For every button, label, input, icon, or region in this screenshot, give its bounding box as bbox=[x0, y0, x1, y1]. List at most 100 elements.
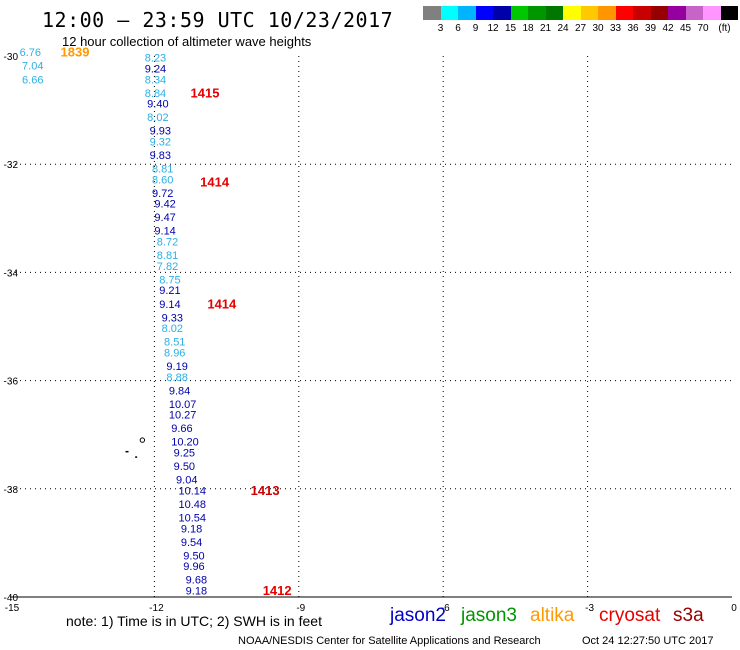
y-tick-label: -38 bbox=[4, 485, 19, 496]
wave-height-value: 8.23 bbox=[145, 53, 166, 65]
wave-height-value: 9.68 bbox=[186, 575, 207, 587]
wave-height-value: 8.51 bbox=[164, 337, 185, 349]
wave-height-value: 9.14 bbox=[159, 299, 180, 311]
pass-time-label: 1414 bbox=[207, 296, 237, 311]
pass-time-label: 1412 bbox=[263, 583, 292, 598]
wave-height-value: 9.25 bbox=[174, 448, 195, 460]
wave-height-value: 9.40 bbox=[147, 99, 168, 111]
sat-label-jason2: jason2 bbox=[390, 605, 446, 626]
legend-swatch bbox=[720, 6, 738, 20]
legend-label: 18 bbox=[522, 23, 534, 34]
wave-height-value: 8.81 bbox=[157, 250, 178, 262]
wave-height-value: 9.93 bbox=[150, 126, 171, 138]
legend-swatch bbox=[633, 6, 651, 20]
legend-label: 33 bbox=[609, 23, 622, 34]
wave-height-value: 9.33 bbox=[162, 312, 183, 324]
wave-height-value: 8.88 bbox=[166, 372, 187, 384]
legend-swatch bbox=[423, 6, 441, 20]
x-tick-label: -9 bbox=[296, 603, 305, 614]
legend-label: 70 bbox=[697, 23, 709, 34]
legend-swatch bbox=[598, 6, 616, 20]
y-tick-label: -32 bbox=[4, 160, 19, 171]
x-tick-label: -3 bbox=[585, 603, 594, 614]
wave-height-value: 9.96 bbox=[183, 561, 204, 573]
wave-height-value: 8.75 bbox=[159, 274, 180, 286]
legend-label: 42 bbox=[662, 23, 674, 34]
wave-height-value: 9.50 bbox=[183, 550, 204, 562]
wave-height-value: 10.27 bbox=[169, 410, 197, 422]
wave-height-value: 9.66 bbox=[171, 423, 192, 435]
x-tick-label: -12 bbox=[149, 603, 164, 614]
x-tick-label: -6 bbox=[441, 603, 450, 614]
pass-time-label: 1414 bbox=[200, 175, 230, 190]
x-tick-label: 0 bbox=[731, 603, 737, 614]
legend-label: 24 bbox=[557, 23, 569, 34]
wave-height-value: 10.54 bbox=[178, 512, 206, 524]
sat-label-cryosat: cryosat bbox=[599, 605, 661, 626]
legend-swatch bbox=[703, 6, 721, 20]
wave-height-value: 8.02 bbox=[162, 323, 183, 335]
x-tick-label: -15 bbox=[5, 603, 20, 614]
wave-height-value: 10.20 bbox=[171, 437, 199, 449]
y-tick-label: -34 bbox=[4, 268, 19, 279]
legend-label: (ft) bbox=[718, 23, 731, 34]
wave-height-value: 8.02 bbox=[147, 112, 168, 124]
legend-label: 36 bbox=[627, 23, 639, 34]
wave-height-value: 9.50 bbox=[174, 461, 195, 473]
wave-height-value: 9.18 bbox=[181, 523, 202, 535]
legend-swatch bbox=[685, 6, 703, 20]
wave-height-value: 9.32 bbox=[150, 136, 171, 148]
sat-label-altika: altika bbox=[530, 605, 575, 626]
footer-note: note: 1) Time is in UTC; 2) SWH is in fe… bbox=[66, 613, 322, 629]
wave-height-value: 9.04 bbox=[176, 475, 197, 487]
wave-height-value: 10.14 bbox=[178, 485, 206, 497]
wave-height-value: 9.84 bbox=[169, 385, 190, 397]
legend-swatch bbox=[528, 6, 546, 20]
legend-swatch bbox=[563, 6, 581, 20]
island-marker bbox=[125, 450, 129, 453]
pass-time-label: 1413 bbox=[251, 483, 280, 498]
wave-height-value: 7.82 bbox=[157, 261, 178, 273]
y-tick-label: -36 bbox=[4, 377, 19, 388]
y-tick-label: -30 bbox=[4, 52, 19, 63]
legend-label: 21 bbox=[539, 23, 552, 34]
wave-height-value: 9.83 bbox=[150, 150, 171, 162]
wave-height-value: 8.60 bbox=[152, 174, 173, 186]
legend-swatch bbox=[615, 6, 633, 20]
legend-swatch bbox=[475, 6, 493, 20]
wave-height-value: 9.18 bbox=[186, 585, 207, 597]
wave-height-value: 6.66 bbox=[22, 74, 43, 86]
sat-label-jason3: jason3 bbox=[461, 605, 517, 626]
legend-swatch bbox=[458, 6, 476, 20]
sat-label-s3a: s3a bbox=[673, 605, 704, 626]
color-scale-legend bbox=[423, 6, 738, 20]
wave-height-value: 6.76 bbox=[20, 47, 41, 59]
legend-swatch bbox=[510, 6, 528, 20]
legend-label: 30 bbox=[592, 23, 604, 34]
wave-height-value: 9.47 bbox=[154, 212, 175, 224]
legend-label: 6 bbox=[455, 23, 461, 34]
legend-swatch bbox=[440, 6, 458, 20]
wave-height-value: 8.84 bbox=[145, 88, 166, 100]
legend-swatch bbox=[545, 6, 563, 20]
legend-label: 45 bbox=[679, 23, 692, 34]
wave-height-value: 8.34 bbox=[145, 74, 166, 86]
map-title: 12:00 — 23:59 UTC 10/23/2017 bbox=[42, 8, 394, 32]
map-subtitle: 12 hour collection of altimeter wave hei… bbox=[62, 34, 312, 49]
wave-height-value: 8.72 bbox=[157, 237, 178, 249]
wave-height-value: 8.81 bbox=[152, 164, 173, 176]
legend-swatch bbox=[650, 6, 668, 20]
wave-height-value: 10.48 bbox=[178, 499, 206, 511]
island-marker bbox=[135, 456, 138, 458]
credit-line: NOAA/NESDIS Center for Satellite Applica… bbox=[238, 635, 541, 647]
legend-label: 27 bbox=[574, 23, 587, 34]
wave-height-value: 7.04 bbox=[22, 61, 43, 73]
legend-label: 39 bbox=[644, 23, 657, 34]
pass-time-label: 1415 bbox=[191, 85, 220, 100]
legend-swatch bbox=[580, 6, 598, 20]
wave-height-value: 9.21 bbox=[159, 285, 180, 297]
wave-height-value: 9.72 bbox=[152, 188, 173, 200]
wave-height-value: 8.96 bbox=[164, 347, 185, 359]
pass-time-label: 1839 bbox=[61, 45, 90, 60]
wave-height-value: 9.24 bbox=[145, 63, 166, 75]
